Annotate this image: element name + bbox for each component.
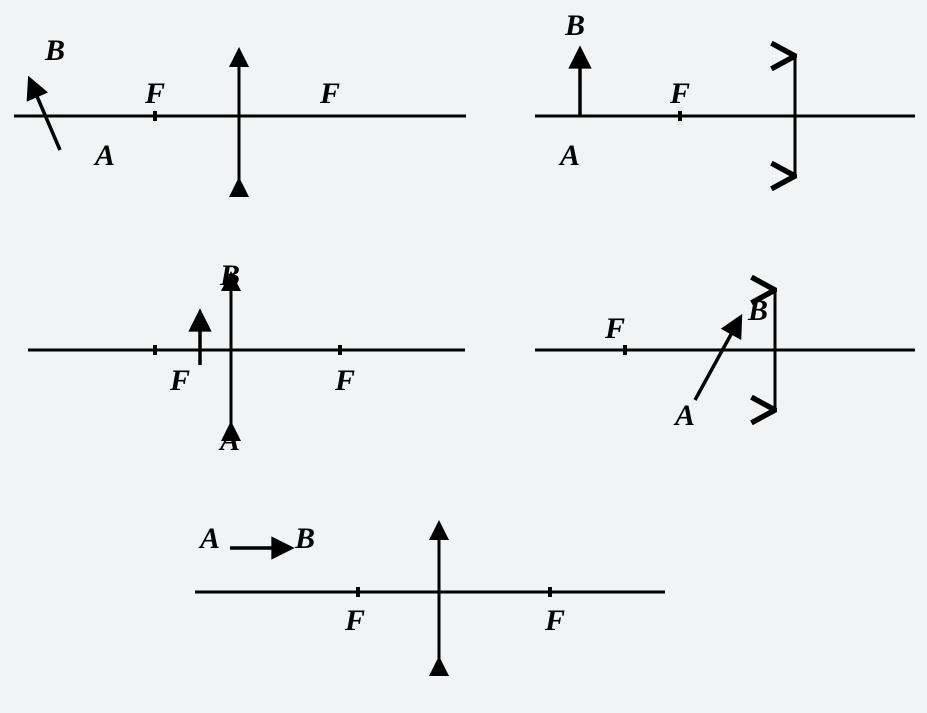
label-A: A	[673, 399, 695, 432]
diagram-d2: B F A	[535, 9, 915, 176]
label-F: F	[669, 77, 690, 110]
label-A: A	[93, 139, 115, 172]
object-arrow	[695, 318, 740, 400]
label-B: B	[294, 522, 315, 555]
diagram-d3: BFFA	[28, 259, 465, 457]
label-F: F	[334, 364, 355, 397]
label-F: F	[344, 604, 365, 637]
label-A: A	[218, 424, 240, 457]
label-B: B	[44, 34, 65, 67]
label-B: B	[747, 294, 768, 327]
label-A: A	[558, 139, 580, 172]
label-F: F	[144, 77, 165, 110]
label-F: F	[169, 364, 190, 397]
diagram-d4: B F A	[535, 290, 915, 432]
diagram-d1: BFFA	[14, 34, 466, 181]
label-F: F	[319, 77, 340, 110]
label-F: F	[604, 312, 625, 345]
diagram-d5: A B F F	[195, 522, 665, 660]
label-B: B	[219, 259, 240, 292]
label-F: F	[544, 604, 565, 637]
label-B: B	[564, 9, 585, 42]
label-A: A	[198, 522, 220, 555]
